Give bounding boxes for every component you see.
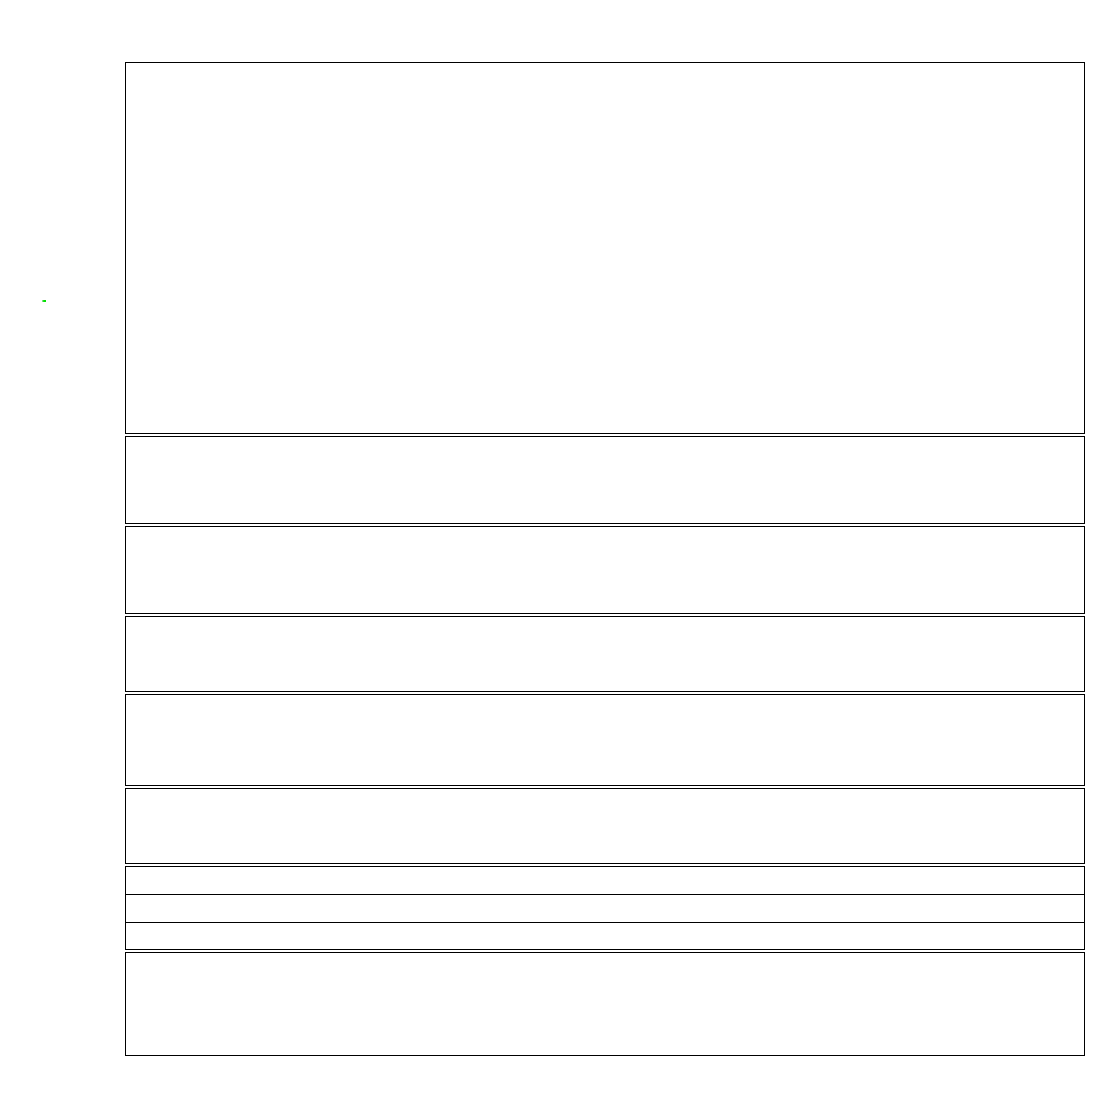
rh2m-panel[interactable] <box>125 788 1085 864</box>
li-cape-panel[interactable] <box>125 526 1085 614</box>
temp2m-panel[interactable] <box>125 694 1085 786</box>
cloud-high-panel[interactable] <box>125 866 1085 894</box>
upper-air-panel[interactable] <box>125 62 1085 434</box>
precip-panel[interactable] <box>125 952 1085 1056</box>
slp-thickness-panel[interactable] <box>125 436 1085 524</box>
upper-rh-label <box>42 300 46 302</box>
cloud-low-panel[interactable] <box>125 922 1085 950</box>
wind10m-panel[interactable] <box>125 616 1085 692</box>
bottom-date-axis <box>0 1060 1100 1080</box>
cloud-middle-panel[interactable] <box>125 894 1085 922</box>
